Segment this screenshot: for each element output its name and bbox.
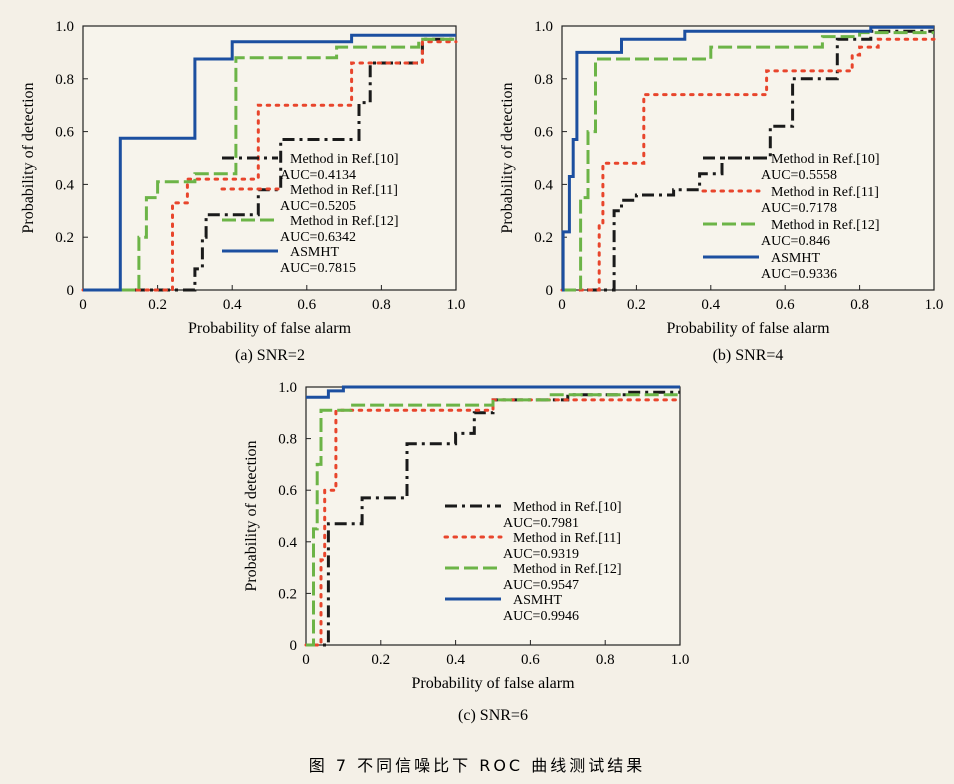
legend-entry-name: Method in Ref.[10] [513,500,621,515]
panel-b-snr4: 0 0.2 0.4 0.6 0.8 1.0 0 0.2 0.4 0.6 0.8 1.0 Probabil… [499,19,943,364]
x-axis-label: Probability of false alarm [666,320,830,337]
legend-entry-name: Method in Ref.[12] [513,562,621,577]
legend-entry-auc: AUC=0.6342 [280,230,356,245]
legend-entry-auc: AUC=0.846 [761,234,830,249]
legend-entry-auc: AUC=0.9319 [503,547,579,562]
x-tick-label: 0 [79,297,87,313]
figure-caption: 图 7 不同信噪比下 ROC 曲线测试结果 [309,756,645,775]
x-tick-label: 0.4 [446,652,465,668]
x-tick-label: 0 [558,297,566,313]
y-tick-label: 0.4 [534,177,553,193]
legend-entry-auc: AUC=0.9336 [761,267,837,282]
panel-a-snr2: 0 0.2 0.4 0.6 0.8 1.0 0 0.2 0.4 0.6 0.8 1.0 Probabil… [20,19,465,364]
legend-entry-name: Method in Ref.[11] [290,183,398,198]
legend-entry-auc: AUC=0.7815 [280,261,356,276]
series-line-ref12 [306,393,680,647]
panel-c-snr6: 0 0.2 0.4 0.6 0.8 1.0 0 0.2 0.4 0.6 0.8 1.0 Probabil… [243,380,689,724]
x-tick-label: 1.0 [447,297,466,313]
legend-entry-auc: AUC=0.5205 [280,199,356,214]
series-line-ref12 [562,31,934,292]
x-tick-label: 0.6 [521,652,540,668]
legend-entry-name: Method in Ref.[10] [771,152,879,167]
plot-frame [82,25,457,291]
y-tick-label: 0.6 [534,125,553,141]
x-tick-label: 0.8 [850,297,869,313]
x-tick-label: 0.2 [371,652,390,668]
legend-entry-name: ASMHT [771,251,820,266]
x-tick-label: 0.8 [372,297,391,313]
y-tick-label: 0.8 [534,72,553,88]
y-tick-label: 0 [546,283,554,299]
y-tick-label: 0.2 [534,230,553,246]
legend-entry-auc: AUC=0.9946 [503,609,579,624]
series-line-ref11 [560,37,936,292]
y-tick-label: 0.4 [55,177,74,193]
y-tick-label: 0.8 [55,72,74,88]
legend-entry-name: ASMHT [513,593,562,608]
y-tick-label: 0.2 [55,230,74,246]
x-tick-label: 0.2 [148,297,167,313]
series-line-ref12 [83,37,456,292]
x-tick-label: 0.6 [776,297,795,313]
legend-entry-name: Method in Ref.[12] [290,214,398,229]
plot-frame [305,386,681,646]
panel-caption: (b) SNR=4 [713,347,784,364]
x-tick-label: 1.0 [671,652,690,668]
series-line-asmht [83,33,456,292]
panel-caption: (c) SNR=6 [458,707,528,724]
legend-entry-name: Method in Ref.[10] [290,152,398,167]
legend-entry-auc: AUC=0.9547 [503,578,579,593]
legend-entry-name: Method in Ref.[11] [513,531,621,546]
series-line-ref11 [81,40,458,292]
y-tick-label: 0 [67,283,75,299]
legend-entry-name: Method in Ref.[11] [771,185,879,200]
panel-caption: (a) SNR=2 [235,347,305,364]
y-tick-label: 0.8 [278,432,297,448]
x-tick-label: 1.0 [925,297,944,313]
x-tick-label: 0 [302,652,310,668]
series-line-asmht [306,385,680,399]
y-tick-label: 1.0 [278,380,297,396]
y-tick-label: 0.6 [55,125,74,141]
series-line-asmht [561,25,934,292]
y-tick-label: 1.0 [534,19,553,35]
legend-entry-auc: AUC=0.7981 [503,516,579,531]
legend-entry-name: ASMHT [290,245,339,260]
legend: Method in Ref.[10]AUC=0.5558 Method in Re… [701,152,879,282]
y-tick-label: 0.2 [278,586,297,602]
legend-entry-auc: AUC=0.4134 [280,168,356,183]
x-tick-label: 0.8 [596,652,615,668]
x-tick-label: 0.6 [297,297,316,313]
x-tick-label: 0.4 [223,297,242,313]
legend-entry-auc: AUC=0.7178 [761,201,837,216]
x-axis-label: Probability of false alarm [411,675,575,692]
y-tick-label: 0.4 [278,535,297,551]
y-tick-label: 0 [290,638,298,654]
y-axis-label: Probability of detection [499,82,516,233]
legend-entry-name: Method in Ref.[12] [771,218,879,233]
y-axis-label: Probability of detection [20,82,37,233]
y-axis-label: Probability of detection [243,440,260,591]
legend-entry-auc: AUC=0.5558 [761,168,837,183]
x-tick-label: 0.2 [627,297,646,313]
x-tick-label: 0.4 [701,297,720,313]
series-line-ref10 [562,29,934,292]
x-axis-label: Probability of false alarm [188,320,352,337]
y-tick-label: 0.6 [278,483,297,499]
y-tick-label: 1.0 [55,19,74,35]
